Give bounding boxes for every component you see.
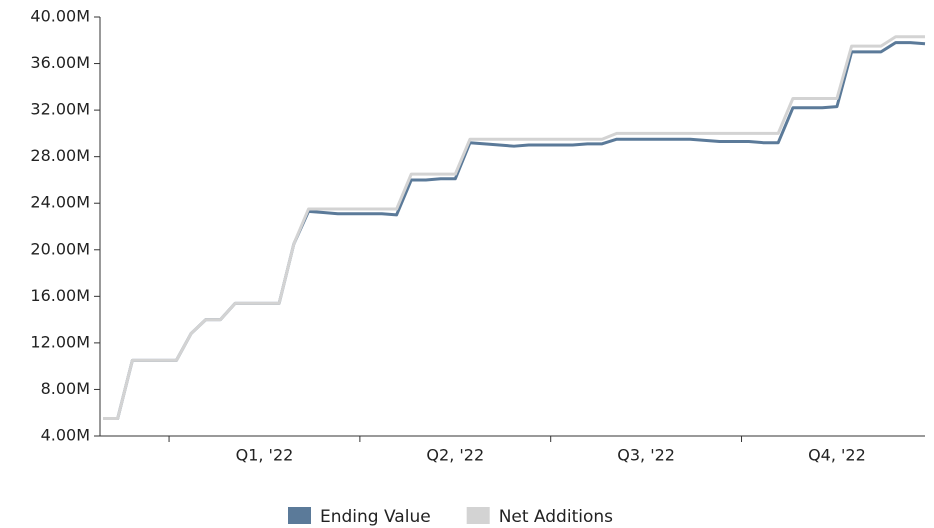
x-tick-label: Q3, '22 bbox=[617, 446, 675, 465]
y-tick-label: 32.00M bbox=[30, 100, 90, 119]
line-series bbox=[103, 35, 925, 421]
legend-label: Net Additions bbox=[499, 507, 613, 527]
x-tick-label: Q2, '22 bbox=[426, 446, 484, 465]
y-tick-label: 8.00M bbox=[41, 379, 90, 398]
y-tick-label: 40.00M bbox=[30, 7, 90, 26]
legend-label: Ending Value bbox=[320, 507, 431, 527]
x-tick-label: Q1, '22 bbox=[236, 446, 294, 465]
y-tick-label: 12.00M bbox=[30, 332, 90, 351]
y-tick-label: 28.00M bbox=[30, 146, 90, 165]
y-tick-label: 4.00M bbox=[41, 426, 90, 445]
x-tick-label: Q4, '22 bbox=[808, 446, 866, 465]
legend-swatch bbox=[288, 507, 311, 524]
y-tick-label: 36.00M bbox=[30, 53, 90, 72]
y-tick-label: 20.00M bbox=[30, 239, 90, 258]
y-tick-label: 16.00M bbox=[30, 286, 90, 305]
y-tick-label: 24.00M bbox=[30, 193, 90, 212]
legend-swatch bbox=[466, 507, 490, 524]
